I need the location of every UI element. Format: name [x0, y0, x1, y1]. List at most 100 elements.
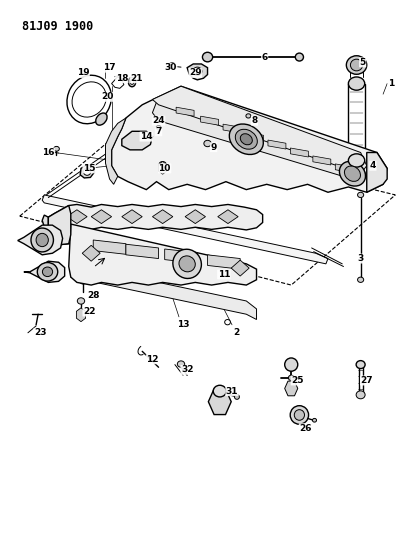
Text: 10: 10 [159, 164, 171, 173]
Text: 22: 22 [83, 307, 95, 316]
Text: 3: 3 [358, 254, 364, 263]
Polygon shape [313, 156, 331, 165]
Ellipse shape [159, 161, 166, 168]
Text: 32: 32 [181, 366, 194, 374]
Polygon shape [122, 131, 152, 150]
Polygon shape [187, 64, 208, 80]
Polygon shape [165, 249, 197, 263]
Ellipse shape [80, 279, 86, 284]
Ellipse shape [96, 113, 107, 125]
Text: 15: 15 [83, 164, 95, 173]
Polygon shape [93, 240, 126, 254]
Ellipse shape [173, 249, 201, 278]
Text: 6: 6 [261, 53, 268, 62]
Text: 26: 26 [299, 424, 312, 433]
Polygon shape [231, 260, 249, 276]
Text: 19: 19 [77, 68, 89, 77]
Text: 11: 11 [217, 270, 230, 279]
Ellipse shape [42, 267, 53, 277]
Text: 1: 1 [388, 79, 395, 88]
Text: 31: 31 [226, 386, 238, 395]
Polygon shape [18, 225, 62, 255]
Text: 7: 7 [155, 127, 162, 136]
Ellipse shape [358, 277, 364, 282]
Ellipse shape [294, 410, 305, 420]
Ellipse shape [346, 56, 367, 74]
Ellipse shape [156, 117, 162, 122]
Polygon shape [201, 116, 219, 125]
Text: 29: 29 [189, 68, 202, 77]
Ellipse shape [240, 134, 252, 145]
Ellipse shape [204, 140, 211, 147]
Ellipse shape [31, 228, 53, 252]
Polygon shape [48, 206, 71, 245]
Ellipse shape [349, 154, 365, 167]
Ellipse shape [193, 67, 202, 76]
Text: 30: 30 [165, 63, 177, 72]
Text: 14: 14 [140, 132, 152, 141]
Text: 8: 8 [252, 116, 258, 125]
Polygon shape [122, 210, 142, 223]
Polygon shape [291, 148, 308, 157]
Ellipse shape [349, 77, 365, 90]
Polygon shape [42, 215, 77, 245]
Text: 27: 27 [360, 376, 373, 385]
Ellipse shape [290, 406, 309, 424]
Ellipse shape [358, 192, 364, 198]
Ellipse shape [351, 59, 363, 71]
Polygon shape [69, 224, 256, 285]
Polygon shape [112, 86, 387, 192]
Text: 12: 12 [146, 355, 159, 364]
Ellipse shape [312, 418, 316, 422]
Polygon shape [91, 210, 112, 223]
Ellipse shape [213, 385, 226, 397]
Ellipse shape [296, 53, 303, 61]
Text: 28: 28 [87, 291, 99, 300]
Polygon shape [218, 210, 238, 223]
Polygon shape [208, 389, 231, 415]
Polygon shape [268, 140, 286, 149]
Polygon shape [152, 86, 367, 174]
Polygon shape [48, 205, 263, 230]
Ellipse shape [235, 394, 239, 399]
Polygon shape [152, 102, 367, 182]
Polygon shape [42, 195, 328, 264]
Polygon shape [67, 210, 87, 223]
Polygon shape [106, 118, 126, 184]
Text: 9: 9 [210, 143, 217, 152]
Polygon shape [158, 161, 167, 174]
Ellipse shape [37, 263, 58, 281]
Text: 4: 4 [369, 161, 376, 170]
Ellipse shape [229, 124, 263, 155]
Ellipse shape [236, 130, 257, 149]
Ellipse shape [72, 82, 106, 117]
Ellipse shape [156, 125, 161, 130]
Ellipse shape [356, 391, 365, 399]
Text: 20: 20 [102, 92, 114, 101]
Text: 25: 25 [291, 376, 304, 385]
Text: 18: 18 [115, 74, 128, 83]
Ellipse shape [128, 77, 136, 87]
Polygon shape [176, 107, 194, 116]
Ellipse shape [225, 319, 231, 325]
Ellipse shape [203, 52, 212, 62]
Polygon shape [82, 245, 100, 261]
Text: 16: 16 [42, 148, 55, 157]
Text: 81J09 1900: 81J09 1900 [22, 20, 93, 33]
Ellipse shape [169, 63, 175, 68]
Polygon shape [76, 308, 85, 321]
Ellipse shape [177, 361, 185, 367]
Text: 2: 2 [233, 328, 239, 337]
Ellipse shape [285, 358, 298, 371]
Text: 17: 17 [103, 63, 116, 72]
Polygon shape [126, 244, 159, 259]
Polygon shape [152, 210, 173, 223]
Polygon shape [80, 165, 95, 178]
Text: 13: 13 [177, 320, 189, 329]
Polygon shape [185, 210, 206, 223]
Ellipse shape [344, 166, 360, 181]
Ellipse shape [130, 79, 134, 84]
Ellipse shape [356, 361, 365, 368]
Polygon shape [285, 381, 298, 396]
Text: 23: 23 [34, 328, 46, 337]
